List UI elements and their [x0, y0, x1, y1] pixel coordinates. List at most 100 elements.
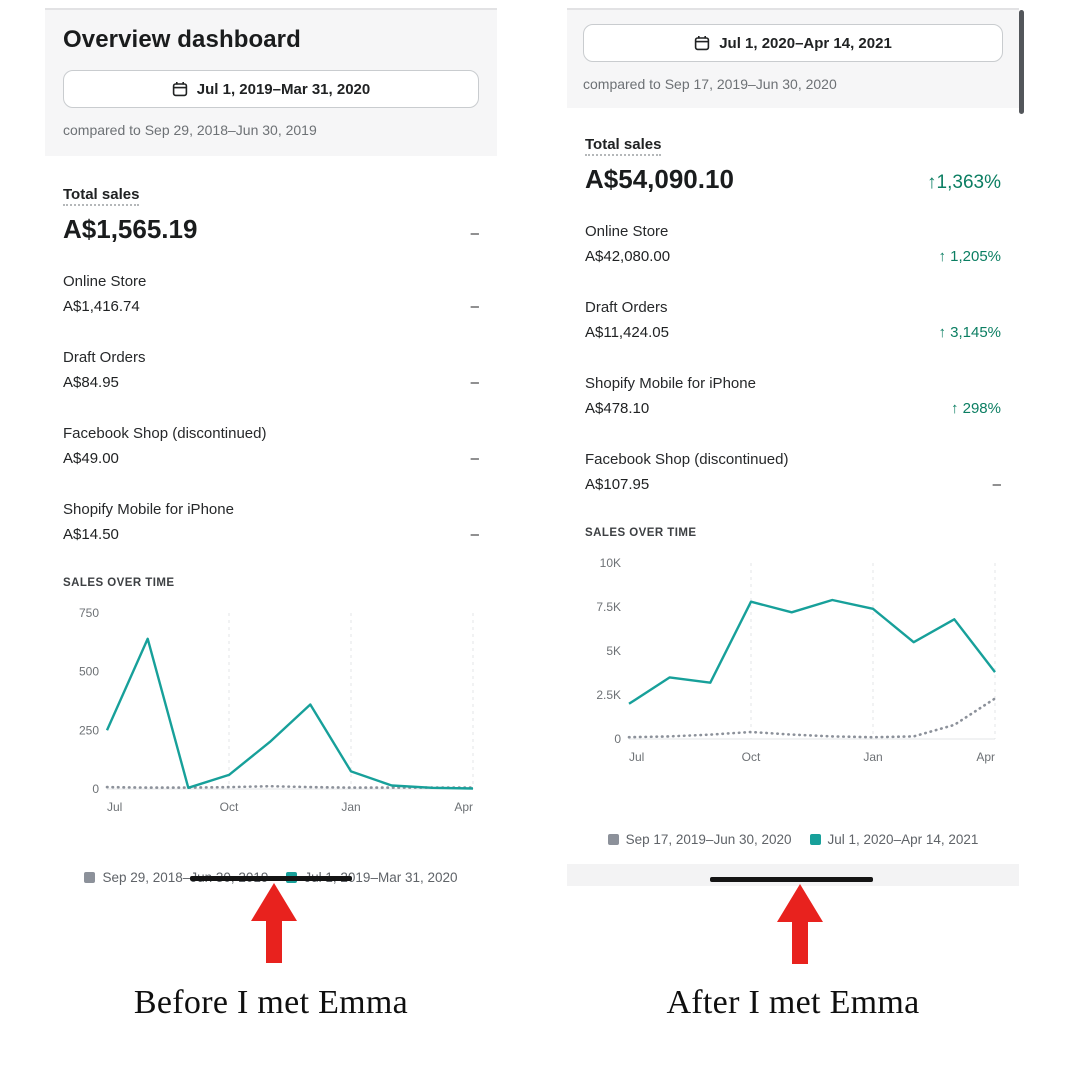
channel-row: Online Store A$1,416.74 – — [63, 273, 479, 315]
channel-name: Facebook Shop (discontinued) — [63, 425, 267, 442]
legend-label: Jul 1, 2020–Apr 14, 2021 — [827, 832, 979, 847]
arrow-stem — [266, 921, 282, 963]
sales-channel-list: Online Store A$1,416.74 – Draft Orders A… — [63, 273, 479, 543]
calendar-icon — [172, 81, 188, 97]
svg-text:10K: 10K — [600, 556, 621, 570]
date-range-label: Jul 1, 2020–Apr 14, 2021 — [719, 34, 892, 52]
arrow-stem — [792, 922, 808, 964]
sales-over-time-chart: Jul Oct Jan Apr 0 250 500 750 — [79, 606, 475, 814]
legend-swatch-gray — [607, 834, 619, 845]
total-sales-value: A$54,090.10 — [585, 164, 734, 194]
channel-value: A$478.10 — [585, 400, 650, 417]
total-sales-value: A$1,565.19 — [63, 214, 198, 244]
dashboard-header: Jul 1, 2020–Apr 14, 2021 compared to Sep… — [567, 8, 1019, 108]
total-sales-delta: ↑1,363% — [927, 172, 1001, 193]
svg-text:500: 500 — [79, 665, 99, 679]
legend-label: Jul 1, 2019–Mar 31, 2020 — [304, 870, 458, 885]
svg-text:Jul: Jul — [107, 800, 122, 814]
calendar-icon — [694, 35, 710, 51]
svg-text:250: 250 — [79, 723, 99, 737]
total-sales-link[interactable]: Total sales — [585, 136, 662, 156]
legend-label: Sep 17, 2019–Jun 30, 2020 — [625, 832, 792, 847]
channel-delta: ↑ 3,145% — [938, 324, 1001, 341]
channel-name: Shopify Mobile for iPhone — [63, 501, 234, 518]
channel-value: A$107.95 — [585, 476, 650, 493]
annotation-underline — [190, 876, 352, 881]
legend-swatch-teal — [809, 834, 821, 845]
channel-row: Facebook Shop (discontinued) A$49.00 – — [63, 425, 479, 467]
legend-swatch-gray — [84, 872, 96, 883]
channel-value: A$14.50 — [63, 526, 119, 543]
dashboard-body: Total sales A$1,565.19 – Online Store A$… — [45, 156, 497, 819]
channel-name: Shopify Mobile for iPhone — [585, 375, 756, 392]
svg-text:Oct: Oct — [220, 800, 239, 814]
svg-text:750: 750 — [79, 606, 99, 620]
red-arrow-up-icon — [251, 883, 297, 963]
channel-name: Draft Orders — [585, 299, 668, 316]
channel-value: A$49.00 — [63, 450, 119, 467]
page-title: Overview dashboard — [63, 26, 301, 53]
before-dashboard-panel: Overview dashboard Jul 1, 2019–Mar 31, 2… — [45, 0, 497, 1080]
channel-delta: – — [470, 298, 479, 315]
svg-text:5K: 5K — [606, 644, 621, 658]
red-arrow-up-icon — [777, 884, 823, 964]
after-dashboard-panel: Jul 1, 2020–Apr 14, 2021 compared to Sep… — [567, 0, 1019, 1080]
total-sales-row: A$54,090.10 ↑1,363% — [585, 164, 1001, 195]
total-sales-delta: – — [470, 225, 479, 242]
channel-name: Facebook Shop (discontinued) — [585, 451, 789, 468]
dashboard-body: Total sales A$54,090.10 ↑1,363% Online S… — [567, 108, 1019, 769]
channel-value: A$42,080.00 — [585, 248, 671, 265]
channel-row: Shopify Mobile for iPhone A$14.50 – — [63, 501, 479, 543]
svg-text:2.5K: 2.5K — [596, 688, 621, 702]
svg-text:Jul: Jul — [629, 750, 644, 764]
chart-heading: SALES OVER TIME — [585, 527, 697, 539]
arrow-head — [777, 884, 823, 922]
chart-legend: Sep 17, 2019–Jun 30, 2020 Jul 1, 2020–Ap… — [567, 832, 1019, 847]
svg-text:0: 0 — [92, 782, 99, 796]
chart-legend: Sep 29, 2018–Jun 30, 2019 Jul 1, 2019–Ma… — [45, 870, 497, 885]
date-range-button[interactable]: Jul 1, 2019–Mar 31, 2020 — [63, 70, 479, 108]
chart-heading: SALES OVER TIME — [63, 577, 175, 589]
channel-row: Shopify Mobile for iPhone A$478.10 ↑ 298… — [585, 375, 1001, 417]
channel-name: Online Store — [585, 223, 669, 240]
legend-item-previous-period: Sep 17, 2019–Jun 30, 2020 — [607, 832, 792, 847]
total-sales-link[interactable]: Total sales — [63, 186, 140, 206]
compared-to-text: compared to Sep 17, 2019–Jun 30, 2020 — [583, 76, 837, 92]
channel-value: A$84.95 — [63, 374, 119, 391]
svg-text:7.5K: 7.5K — [596, 600, 621, 614]
before-caption: Before I met Emma — [133, 984, 409, 1021]
channel-delta: ↑ 298% — [950, 400, 1001, 417]
channel-delta: – — [470, 374, 479, 391]
annotation-underline — [710, 877, 873, 882]
channel-value: A$1,416.74 — [63, 298, 140, 315]
compared-to-text: compared to Sep 29, 2018–Jun 30, 2019 — [63, 122, 317, 138]
legend-item-current-period: Jul 1, 2020–Apr 14, 2021 — [809, 832, 979, 847]
svg-text:Apr: Apr — [454, 800, 473, 814]
channel-delta: ↑ 1,205% — [938, 248, 1001, 265]
dashboard-header: Overview dashboard Jul 1, 2019–Mar 31, 2… — [45, 8, 497, 156]
screenshot-footer-strip — [567, 864, 1019, 886]
sales-channel-list: Online Store A$42,080.00 ↑ 1,205% Draft … — [585, 223, 1001, 493]
channel-name: Draft Orders — [63, 349, 146, 366]
channel-row: Online Store A$42,080.00 ↑ 1,205% — [585, 223, 1001, 265]
svg-text:Apr: Apr — [976, 750, 995, 764]
scrollbar[interactable] — [1019, 10, 1024, 114]
svg-text:Jan: Jan — [863, 750, 882, 764]
legend-item-previous-period: Sep 29, 2018–Jun 30, 2019 — [84, 870, 268, 885]
legend-label: Sep 29, 2018–Jun 30, 2019 — [102, 870, 269, 885]
svg-text:Jan: Jan — [341, 800, 360, 814]
channel-delta: – — [992, 476, 1001, 493]
after-caption: After I met Emma — [666, 984, 920, 1021]
total-sales-row: A$1,565.19 – — [63, 214, 479, 245]
arrow-head — [251, 883, 297, 921]
svg-text:0: 0 — [614, 732, 621, 746]
channel-delta: – — [470, 450, 479, 467]
channel-row: Draft Orders A$84.95 – — [63, 349, 479, 391]
channel-row: Facebook Shop (discontinued) A$107.95 – — [585, 451, 1001, 493]
channel-row: Draft Orders A$11,424.05 ↑ 3,145% — [585, 299, 1001, 341]
date-range-button[interactable]: Jul 1, 2020–Apr 14, 2021 — [583, 24, 1003, 62]
channel-value: A$11,424.05 — [585, 324, 669, 341]
svg-text:Oct: Oct — [742, 750, 761, 764]
channel-delta: – — [470, 526, 479, 543]
